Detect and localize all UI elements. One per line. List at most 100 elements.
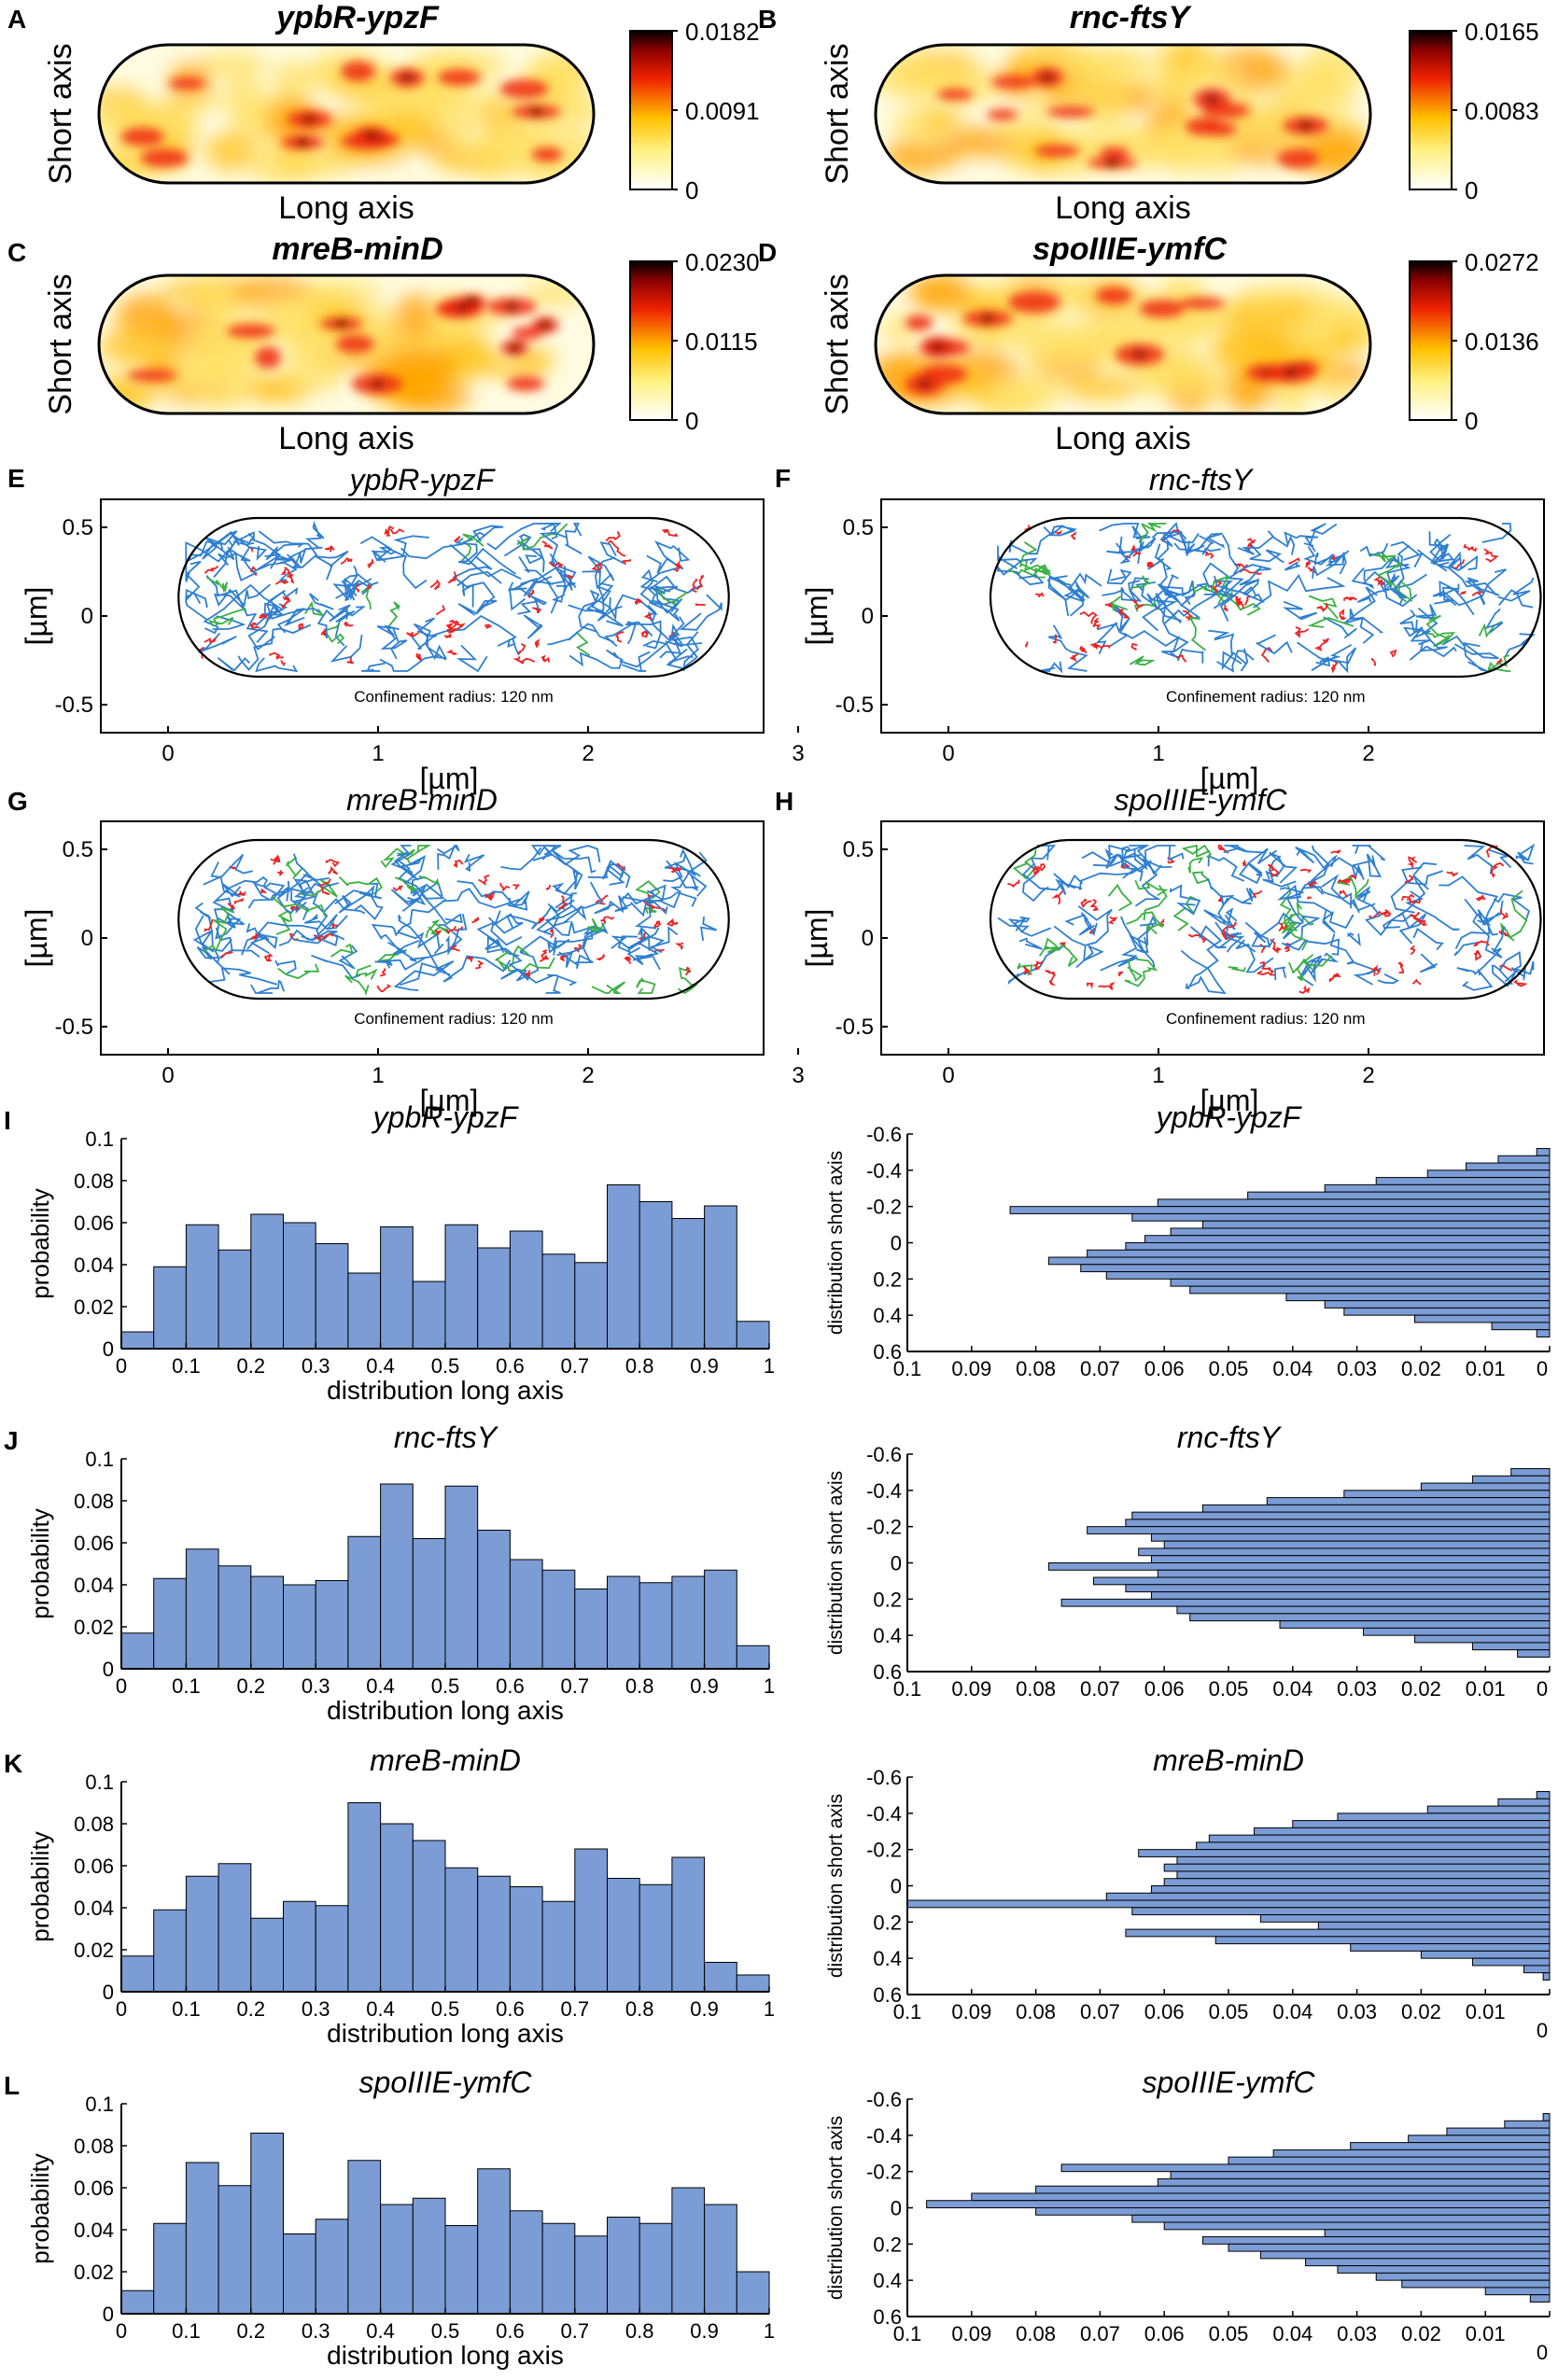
- histogram-bar: [736, 1645, 770, 1670]
- histogram-bar: [541, 2222, 576, 2315]
- histogram-bar: [1176, 1870, 1551, 1880]
- trajectory-title: mreB-minD: [346, 783, 498, 817]
- histogram-bar: [1272, 2149, 1551, 2158]
- x-tick-label: 0.4: [366, 1354, 395, 1378]
- y-tick-label: 0.06: [74, 1532, 114, 1555]
- panel-letter: C: [7, 238, 26, 267]
- x-tick-label: 0.04: [1272, 1677, 1312, 1701]
- short-axis-histogram-i: ypbR-ypzF 0.1 0.09 0.08 0.07 0.06 0.05 0.04 0.03…: [825, 1100, 1551, 1380]
- histogram-bar: [347, 1272, 382, 1350]
- y-axis-label: distribution short axis: [825, 2116, 847, 2300]
- histogram-bar: [1497, 1155, 1551, 1164]
- histogram-bar: [283, 1900, 316, 1993]
- histogram-bar: [1060, 1598, 1551, 1607]
- histogram-bar: [1375, 2272, 1551, 2281]
- histogram-title: ypbR-ypzF: [1155, 1100, 1303, 1134]
- histogram-bar: [1176, 1605, 1551, 1615]
- histogram-bar: [509, 1230, 543, 1350]
- histogram-bar: [736, 1321, 770, 1350]
- y-tick-label: 0.04: [74, 2219, 114, 2242]
- heatmap-ylabel: Short axis: [43, 43, 78, 184]
- histogram-title: rnc-ftsY: [1177, 1421, 1283, 1454]
- y-tick-label: -0.2: [866, 1196, 902, 1219]
- histogram-bar: [1170, 1278, 1551, 1287]
- histogram-bar: [1529, 2294, 1551, 2303]
- y-tick-label: 0.04: [74, 1574, 114, 1597]
- histogram-bar: [1420, 1950, 1551, 1959]
- y-tick-label: -0.6: [866, 1766, 902, 1789]
- histogram-bar: [1279, 1620, 1551, 1629]
- colorbar-tick-label: 0.0083: [1465, 97, 1539, 125]
- x-tick-label: 0.5: [431, 1674, 460, 1698]
- y-axis-label: probability: [26, 1831, 54, 1942]
- x-tick-label: 0.3: [302, 1354, 330, 1378]
- panel-letter: E: [7, 464, 25, 493]
- x-axis-label: [µm]: [1200, 762, 1259, 795]
- histogram-bar: [1035, 2207, 1551, 2216]
- histogram-bar: [1350, 1943, 1551, 1952]
- colorbar-tick-label: 0.0272: [1465, 248, 1539, 276]
- x-tick-label: 2: [1362, 741, 1374, 766]
- panel-letter: L: [4, 2071, 20, 2100]
- histogram-bar: [1292, 1820, 1551, 1828]
- y-tick-label: 0.5: [63, 837, 93, 862]
- y-tick-label: 0.5: [63, 515, 93, 540]
- histogram-bar: [541, 1569, 576, 1670]
- histogram-bar: [1420, 1482, 1551, 1491]
- x-tick-label: 0.5: [431, 1354, 460, 1378]
- y-axis-label: [µm]: [800, 909, 834, 968]
- x-tick-label: 0.7: [561, 2319, 590, 2343]
- histogram-bar: [1228, 2156, 1551, 2165]
- y-tick-label: 0.2: [873, 2233, 902, 2256]
- x-tick-label: 0.2: [237, 1997, 266, 2021]
- heatmap-ylabel: Short axis: [43, 273, 78, 414]
- histogram-bar: [906, 1899, 1551, 1909]
- x-axis-label: [µm]: [420, 1084, 479, 1117]
- x-tick-label: 0.09: [951, 1677, 991, 1701]
- histogram-bar: [671, 1856, 706, 1993]
- histogram-bar: [1047, 1562, 1551, 1571]
- x-tick-label: 3: [792, 741, 804, 766]
- histogram-bar: [1214, 1936, 1551, 1945]
- histogram-bar: [1471, 1957, 1551, 1967]
- histogram-bar: [1144, 1235, 1551, 1243]
- x-tick-label: 0: [161, 741, 174, 766]
- panel-letter: F: [775, 464, 791, 493]
- histogram-bar: [1131, 2214, 1551, 2223]
- y-tick-label: 0.6: [873, 1660, 902, 1684]
- x-tick-label: 0.1: [893, 2000, 922, 2023]
- histogram-bar: [1125, 1242, 1551, 1251]
- x-tick-label: 0.08: [1016, 2322, 1056, 2345]
- y-tick-label: 0.04: [74, 1897, 114, 1920]
- x-tick-label: 0.01: [1466, 2000, 1506, 2023]
- x-tick-label: 0.04: [1272, 2000, 1312, 2023]
- plot-frame: [100, 498, 765, 734]
- x-tick-label: 0.09: [951, 1357, 991, 1380]
- colorbar-tick-label: 0: [685, 176, 698, 204]
- histogram-bar: [1163, 2221, 1551, 2231]
- heatmap-image: [876, 45, 1370, 183]
- confinement-note: Confinement radius: 120 nm: [1166, 1010, 1366, 1028]
- x-tick-label: 0.08: [1016, 2000, 1056, 2023]
- x-tick-label: 0: [1537, 2341, 1548, 2364]
- histogram-bar: [120, 1632, 155, 1670]
- y-tick-label: 0: [891, 2197, 902, 2220]
- histogram-bar: [185, 2162, 219, 2315]
- colorbar-tick-label: 0: [1465, 407, 1478, 435]
- x-tick-label: 0: [116, 1997, 127, 2021]
- histogram-bar: [283, 1584, 316, 1670]
- x-tick-label: 0.1: [893, 2322, 922, 2345]
- panel-letter: D: [758, 238, 777, 267]
- histogram-bar: [1517, 1649, 1551, 1658]
- short-axis-histogram-k: mreB-minD 0.1 0.09 0.08 0.07 0.06 0.05 0.04 0.03…: [825, 1743, 1551, 2042]
- histogram-bar: [185, 1224, 219, 1350]
- y-tick-label: 0.5: [843, 515, 874, 540]
- histogram-bar: [1259, 1914, 1551, 1923]
- colorbar: [1409, 260, 1453, 421]
- x-tick-label: 0.01: [1466, 2322, 1506, 2345]
- histogram-bar: [1536, 1329, 1551, 1337]
- y-tick-label: 0: [81, 604, 93, 629]
